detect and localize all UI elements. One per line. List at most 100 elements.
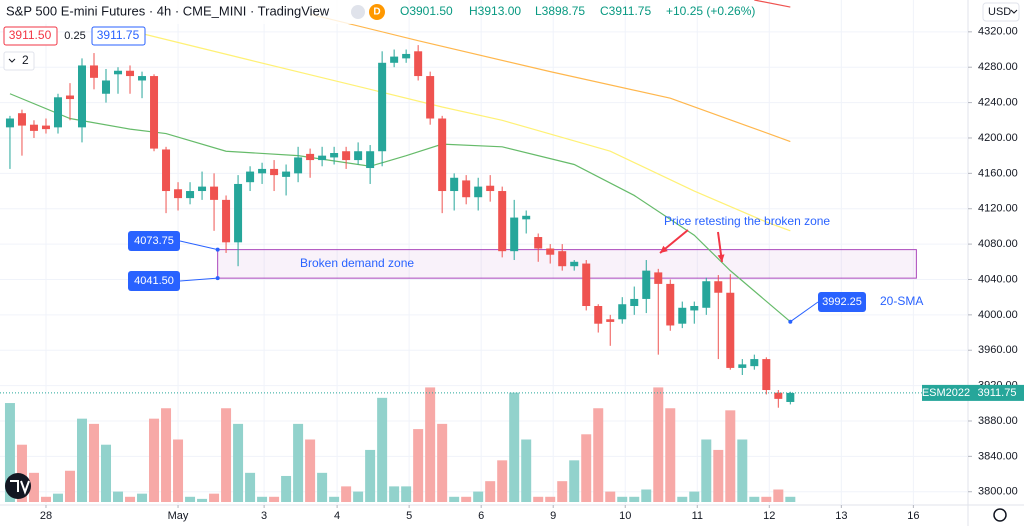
volume-bar bbox=[449, 496, 460, 502]
candle-body bbox=[318, 155, 327, 161]
x-tick-label: 28 bbox=[40, 510, 52, 522]
candle-body bbox=[786, 392, 795, 402]
volume-bar bbox=[89, 423, 100, 502]
candle-body bbox=[474, 186, 483, 198]
anchor-point bbox=[215, 276, 220, 281]
y-tick-label: 4160.00 bbox=[978, 167, 1018, 179]
candle-body bbox=[750, 359, 759, 367]
volume-bar bbox=[64, 470, 75, 502]
candle-body bbox=[642, 270, 651, 299]
status-dot bbox=[351, 5, 365, 19]
ask-box[interactable] bbox=[91, 26, 146, 46]
indicator-count[interactable]: 2 bbox=[22, 53, 29, 67]
volume-bar bbox=[629, 496, 640, 502]
price-label: 3911.75 bbox=[978, 387, 1017, 399]
y-tick-label: 4120.00 bbox=[978, 203, 1018, 215]
y-tick-label: 3840.00 bbox=[978, 450, 1018, 462]
candle-body bbox=[65, 95, 74, 100]
volume-bar bbox=[353, 491, 364, 502]
ohlc-value: H3913.00 bbox=[469, 4, 521, 18]
candle-body bbox=[666, 283, 675, 326]
volume-bar bbox=[28, 472, 39, 502]
volume-bar bbox=[701, 439, 712, 502]
y-tick-label: 4040.00 bbox=[978, 273, 1018, 285]
currency[interactable]: USD bbox=[988, 6, 1011, 18]
candle-body bbox=[162, 149, 171, 192]
volume-bar bbox=[677, 496, 688, 502]
volume-bar bbox=[485, 481, 496, 502]
candle-body bbox=[53, 97, 62, 128]
y-tick-label: 3800.00 bbox=[978, 486, 1018, 498]
candle-body bbox=[558, 251, 567, 267]
candle-body bbox=[486, 185, 495, 192]
chevron-icon bbox=[8, 58, 16, 63]
volume-bar bbox=[749, 496, 760, 502]
volume-bar bbox=[425, 387, 436, 502]
candle-body bbox=[186, 191, 195, 199]
currency-box[interactable] bbox=[982, 2, 1020, 22]
anchor-point bbox=[215, 247, 220, 252]
symbol-box bbox=[922, 384, 970, 401]
volume-bar bbox=[185, 496, 196, 502]
candle-body bbox=[690, 306, 699, 311]
volume-bar bbox=[317, 472, 328, 502]
candle-body bbox=[534, 237, 543, 249]
candle-body bbox=[582, 263, 591, 307]
volume-bar bbox=[305, 439, 316, 502]
chart-title: S&P 500 E-mini Futures · 4h · CME_MINI ·… bbox=[6, 3, 330, 18]
spread: 0.25 bbox=[64, 30, 85, 42]
y-tick-label: 4080.00 bbox=[978, 238, 1018, 250]
moving-average bbox=[9, 93, 791, 323]
y-tick-label: 4240.00 bbox=[978, 96, 1018, 108]
settings-icon[interactable] bbox=[993, 508, 1007, 522]
volume-bar bbox=[545, 496, 556, 502]
volume-bar bbox=[233, 423, 244, 502]
ohlc-value: O3901.50 bbox=[400, 4, 453, 18]
candle-body bbox=[414, 51, 423, 77]
arrow-head bbox=[660, 245, 668, 253]
volume-bar bbox=[569, 460, 580, 502]
x-tick-label: 5 bbox=[406, 510, 412, 522]
candle-body bbox=[5, 118, 14, 128]
bid[interactable]: 3911.50 bbox=[9, 28, 52, 42]
connector bbox=[790, 301, 819, 323]
x-tick-label: 16 bbox=[907, 510, 919, 522]
volume-bar bbox=[16, 444, 27, 502]
candle-body bbox=[210, 186, 219, 200]
candle-body bbox=[522, 215, 531, 220]
x-tick-label: 12 bbox=[763, 510, 775, 522]
demand-zone bbox=[217, 249, 917, 279]
header-bg bbox=[0, 0, 390, 24]
candle-body bbox=[150, 76, 159, 149]
candle-body bbox=[174, 189, 183, 199]
candle-body bbox=[342, 151, 351, 161]
candle-body bbox=[258, 168, 267, 174]
volume-bar bbox=[293, 423, 304, 502]
indicator-toggle[interactable] bbox=[3, 51, 35, 71]
symbol-label: ESM2022 bbox=[922, 387, 970, 399]
candle-body bbox=[630, 298, 639, 307]
candle-body bbox=[330, 153, 339, 158]
logo-mark bbox=[10, 480, 30, 495]
volume-bar bbox=[4, 403, 15, 502]
y-tick-label: 3880.00 bbox=[978, 415, 1018, 427]
volume-bar bbox=[377, 397, 388, 502]
candle-body bbox=[402, 53, 411, 59]
candle-body bbox=[498, 191, 507, 252]
ohlc-value: C3911.75 bbox=[600, 4, 651, 18]
candle-body bbox=[29, 124, 38, 131]
ask[interactable]: 3911.75 bbox=[97, 28, 140, 42]
candle-body bbox=[294, 157, 303, 174]
connector bbox=[179, 277, 218, 282]
volume-bar bbox=[737, 439, 748, 502]
bid-box[interactable] bbox=[3, 26, 58, 46]
volume-bar bbox=[161, 408, 172, 502]
candle-body bbox=[306, 153, 315, 161]
volume-bar bbox=[533, 496, 544, 502]
moving-average bbox=[141, 33, 791, 232]
y-tick-label: 4000.00 bbox=[978, 309, 1018, 321]
volume-bar bbox=[173, 439, 184, 502]
volume-bar bbox=[497, 460, 508, 502]
volume-bar bbox=[197, 498, 208, 502]
price-note-box bbox=[818, 292, 866, 312]
